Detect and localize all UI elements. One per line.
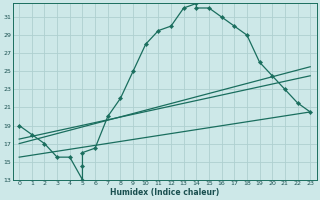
X-axis label: Humidex (Indice chaleur): Humidex (Indice chaleur) <box>110 188 219 197</box>
